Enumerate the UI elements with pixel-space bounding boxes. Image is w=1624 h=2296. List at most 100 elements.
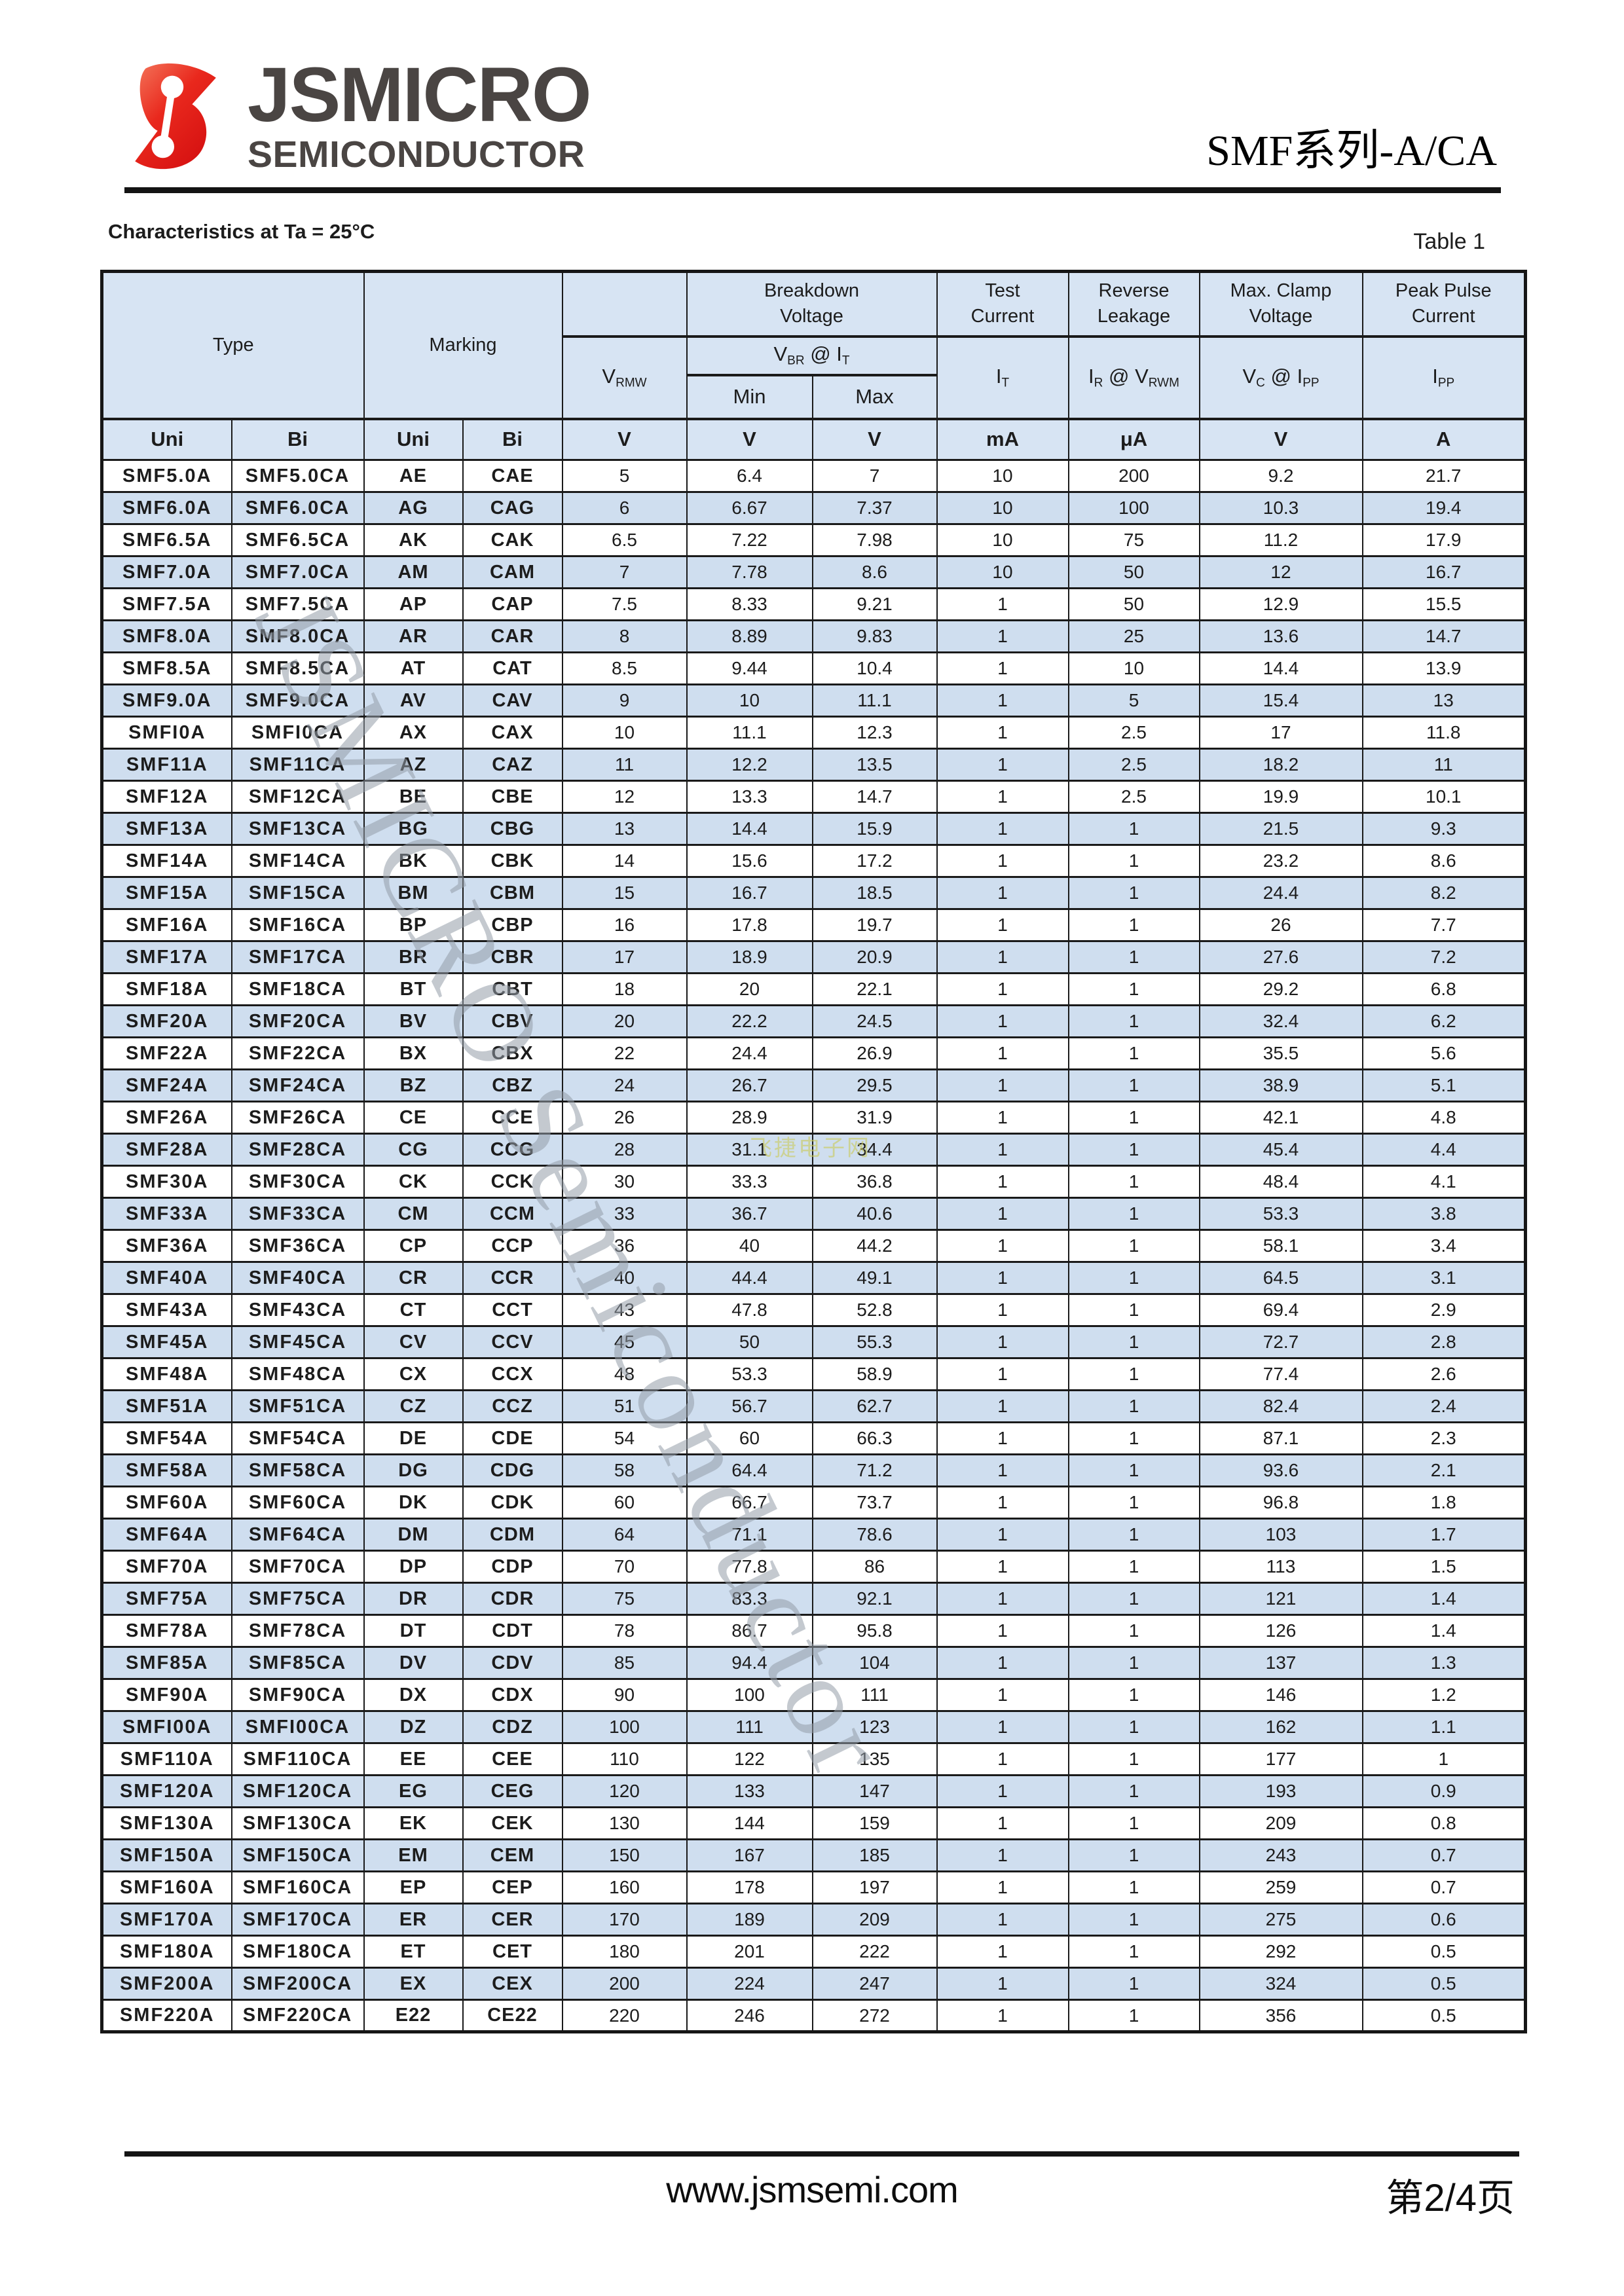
cell: CP xyxy=(363,1229,464,1263)
cell: 1 xyxy=(1067,908,1200,942)
cell: 14.7 xyxy=(1361,619,1526,653)
cell: CAK xyxy=(462,523,563,557)
cell: CEE xyxy=(462,1742,563,1776)
cell: AE xyxy=(363,459,464,493)
cell: 1 xyxy=(1067,1518,1200,1552)
cell: 15.6 xyxy=(686,844,813,878)
cell: 36.7 xyxy=(686,1197,813,1231)
unit-cell: A xyxy=(1361,417,1526,461)
cell: CCZ xyxy=(462,1389,563,1423)
cell: CDX xyxy=(462,1678,563,1712)
cell: 224 xyxy=(686,1967,813,2001)
cell: 9.44 xyxy=(686,651,813,685)
cell: SMF33A xyxy=(101,1197,232,1231)
cell: 1 xyxy=(1067,1967,1200,2001)
cell: 146 xyxy=(1198,1678,1363,1712)
cell: 2.5 xyxy=(1067,748,1200,782)
cell: 5.1 xyxy=(1361,1068,1526,1102)
cell: 1 xyxy=(936,1838,1069,1872)
col-group-max-clamp-voltage: Max. Clamp Voltage xyxy=(1198,270,1363,338)
cell: CCT xyxy=(462,1293,563,1327)
cell: 1 xyxy=(936,1903,1069,1937)
cell: 17.9 xyxy=(1361,523,1526,557)
cell: SMF70A xyxy=(101,1550,232,1584)
cell: 4.8 xyxy=(1361,1101,1526,1135)
cell: 2.5 xyxy=(1067,716,1200,750)
table-row: SMF9.0A SMF9.0CA AV CAV 9 10 11.1 1 5 15.4 13 xyxy=(101,683,1526,718)
cell: 24.5 xyxy=(811,1004,938,1038)
cell: 33 xyxy=(561,1197,688,1231)
cell: 1 xyxy=(936,1165,1069,1199)
cell: 16 xyxy=(561,908,688,942)
cell: BV xyxy=(363,1004,464,1038)
cell: SMF18CA xyxy=(231,972,365,1006)
table-row: SMF36A SMF36CA CP CCP 36 40 44.2 1 1 58.1 3.4 xyxy=(101,1229,1526,1263)
cell: 33.3 xyxy=(686,1165,813,1199)
cell: SMF15A xyxy=(101,876,232,910)
cell: 6 xyxy=(561,491,688,525)
cell: SMF28A xyxy=(101,1133,232,1167)
cell: 1 xyxy=(1067,972,1200,1006)
cell: 162 xyxy=(1198,1710,1363,1744)
cell: 0.6 xyxy=(1361,1903,1526,1937)
cell: 8.5 xyxy=(561,651,688,685)
cell: DV xyxy=(363,1646,464,1680)
cell: SMF70CA xyxy=(231,1550,365,1584)
cell: SMFI0CA xyxy=(231,716,365,750)
cell: 16.7 xyxy=(686,876,813,910)
cell: 13.3 xyxy=(686,780,813,814)
cell: CZ xyxy=(363,1389,464,1423)
cell: 178 xyxy=(686,1870,813,1904)
cell: 1 xyxy=(936,748,1069,782)
cell: 34.4 xyxy=(811,1133,938,1167)
cell: 135 xyxy=(811,1742,938,1776)
cell: 45 xyxy=(561,1325,688,1359)
cell: DT xyxy=(363,1614,464,1648)
cell: 71.1 xyxy=(686,1518,813,1552)
cell: 20.9 xyxy=(811,940,938,974)
cell: 1 xyxy=(1067,940,1200,974)
cell: 7.22 xyxy=(686,523,813,557)
cell: BP xyxy=(363,908,464,942)
cell: 16.7 xyxy=(1361,555,1526,589)
cell: 2.1 xyxy=(1361,1453,1526,1487)
cell: 93.6 xyxy=(1198,1453,1363,1487)
cell: SMF54CA xyxy=(231,1421,365,1455)
cell: 10.4 xyxy=(811,651,938,685)
table-row: SMF22A SMF22CA BX CBX 22 24.4 26.9 1 1 35.5 5.6 xyxy=(101,1036,1526,1070)
cell: 247 xyxy=(811,1967,938,2001)
cell: 12.9 xyxy=(1198,587,1363,621)
cell: DZ xyxy=(363,1710,464,1744)
cell: 10 xyxy=(1067,651,1200,685)
cell: 36.8 xyxy=(811,1165,938,1199)
cell: 1 xyxy=(936,1646,1069,1680)
cell: 2.4 xyxy=(1361,1389,1526,1423)
cell: 26.7 xyxy=(686,1068,813,1102)
cell: 1 xyxy=(936,812,1069,846)
cell: SMF60CA xyxy=(231,1485,365,1520)
cell: SMF28CA xyxy=(231,1133,365,1167)
cell: 14.4 xyxy=(686,812,813,846)
cell: CX xyxy=(363,1357,464,1391)
cell: 1 xyxy=(1067,1229,1200,1263)
cell: 120 xyxy=(561,1774,688,1808)
cell: 2.6 xyxy=(1361,1357,1526,1391)
cell: 11.8 xyxy=(1361,716,1526,750)
footer-website-link[interactable]: www.jsmsemi.com xyxy=(666,2169,958,2210)
cell: 25 xyxy=(1067,619,1200,653)
cell: 160 xyxy=(561,1870,688,1904)
cell: CAR xyxy=(462,619,563,653)
cell: 1 xyxy=(1067,1004,1200,1038)
cell: 5.6 xyxy=(1361,1036,1526,1070)
footer-page-number: 第2/4页 xyxy=(1386,2177,1515,2219)
cell: 1 xyxy=(1067,844,1200,878)
cell: 1 xyxy=(936,1453,1069,1487)
cell: 111 xyxy=(811,1678,938,1712)
table-row: SMF58A SMF58CA DG CDG 58 64.4 71.2 1 1 93.6 2.1 xyxy=(101,1453,1526,1487)
cell: SMF75CA xyxy=(231,1582,365,1616)
cell: CCG xyxy=(462,1133,563,1167)
table-row: SMF120A SMF120CA EG CEG 120 133 147 1 1 193 0.9 xyxy=(101,1774,1526,1808)
cell: 7 xyxy=(561,555,688,589)
cell: 1 xyxy=(1067,1935,1200,1969)
table-row: SMF220A SMF220CA E22 CE22 220 246 272 1 1 356 0.5 xyxy=(101,1999,1526,2033)
